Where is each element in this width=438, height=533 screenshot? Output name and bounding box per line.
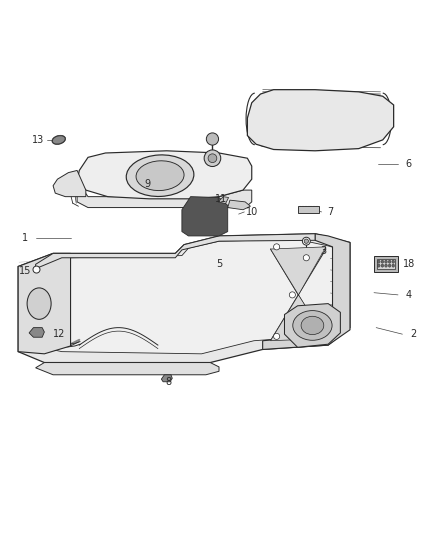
Polygon shape xyxy=(77,181,252,207)
Text: 1: 1 xyxy=(21,233,28,243)
Polygon shape xyxy=(297,206,319,213)
Polygon shape xyxy=(35,362,219,375)
Polygon shape xyxy=(247,90,394,151)
Ellipse shape xyxy=(204,150,221,166)
Polygon shape xyxy=(271,247,326,295)
Ellipse shape xyxy=(301,316,324,335)
Polygon shape xyxy=(285,304,340,348)
Text: 5: 5 xyxy=(216,260,222,269)
Ellipse shape xyxy=(378,264,380,267)
Text: 15: 15 xyxy=(18,266,31,276)
Text: 12: 12 xyxy=(53,329,66,339)
Ellipse shape xyxy=(381,264,384,267)
Text: 9: 9 xyxy=(144,179,150,189)
Ellipse shape xyxy=(126,155,194,197)
Text: 3: 3 xyxy=(321,246,327,256)
Ellipse shape xyxy=(44,341,49,346)
Text: 6: 6 xyxy=(406,159,412,169)
Ellipse shape xyxy=(392,260,395,263)
Ellipse shape xyxy=(33,266,40,273)
Polygon shape xyxy=(271,295,326,341)
Polygon shape xyxy=(35,234,315,269)
Ellipse shape xyxy=(54,344,59,348)
Text: 10: 10 xyxy=(246,207,258,217)
Ellipse shape xyxy=(289,292,295,298)
Polygon shape xyxy=(18,234,350,362)
Ellipse shape xyxy=(293,311,332,340)
Ellipse shape xyxy=(136,161,184,191)
Polygon shape xyxy=(228,200,251,210)
Ellipse shape xyxy=(302,237,310,245)
Ellipse shape xyxy=(385,264,387,267)
Text: 7: 7 xyxy=(327,207,333,217)
Ellipse shape xyxy=(206,133,219,145)
Ellipse shape xyxy=(27,288,51,319)
Polygon shape xyxy=(77,151,252,199)
Polygon shape xyxy=(218,197,229,204)
Ellipse shape xyxy=(303,316,309,322)
Polygon shape xyxy=(374,256,398,272)
Polygon shape xyxy=(377,259,395,269)
Ellipse shape xyxy=(381,260,384,263)
Polygon shape xyxy=(18,253,71,354)
Ellipse shape xyxy=(274,333,280,340)
Polygon shape xyxy=(35,239,332,354)
Polygon shape xyxy=(161,375,172,382)
Text: 11: 11 xyxy=(215,194,227,204)
Text: 18: 18 xyxy=(403,260,415,269)
Text: 8: 8 xyxy=(166,377,172,387)
Text: 2: 2 xyxy=(410,329,417,339)
Ellipse shape xyxy=(53,136,65,144)
Text: 4: 4 xyxy=(406,290,412,300)
Polygon shape xyxy=(29,328,44,337)
Text: 13: 13 xyxy=(32,135,44,145)
Polygon shape xyxy=(182,197,228,236)
Ellipse shape xyxy=(208,154,217,163)
Polygon shape xyxy=(53,171,86,197)
Ellipse shape xyxy=(304,239,308,244)
Polygon shape xyxy=(263,234,350,350)
Ellipse shape xyxy=(389,260,391,263)
Ellipse shape xyxy=(378,260,380,263)
Ellipse shape xyxy=(392,264,395,267)
Ellipse shape xyxy=(378,103,388,135)
Ellipse shape xyxy=(389,264,391,267)
Ellipse shape xyxy=(274,244,280,250)
Ellipse shape xyxy=(385,260,387,263)
Ellipse shape xyxy=(303,255,309,261)
